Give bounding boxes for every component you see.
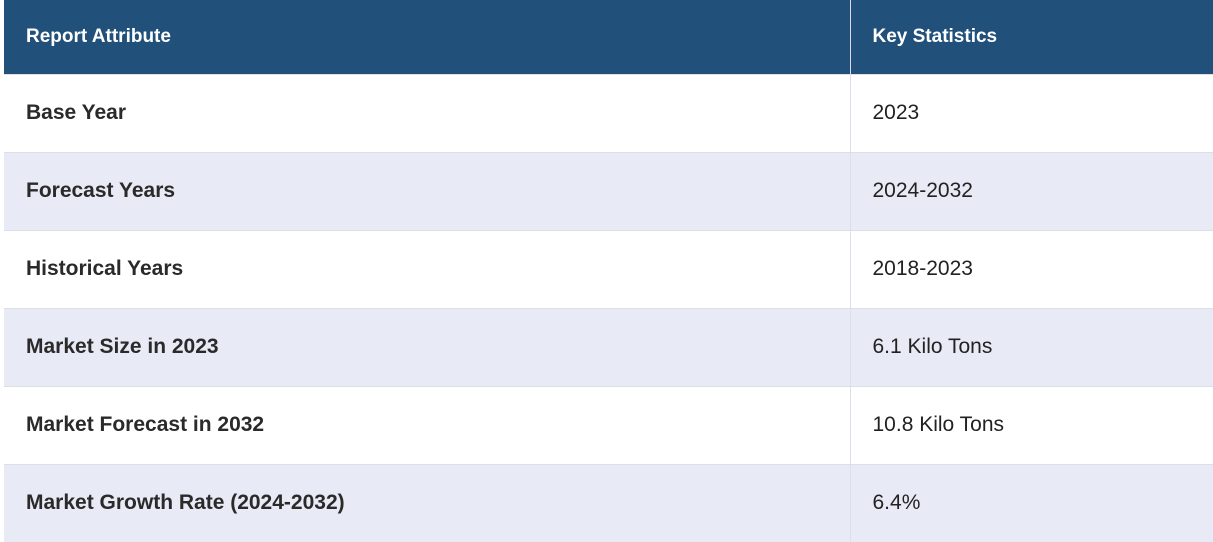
attribute-cell: Market Growth Rate (2024-2032) xyxy=(4,463,851,542)
header-row: Report Attribute Key Statistics xyxy=(4,0,1213,74)
table-row: Market Forecast in 2032 10.8 Kilo Tons xyxy=(4,385,1213,464)
attribute-cell: Historical Years xyxy=(4,229,851,308)
stats-table: Report Attribute Key Statistics Base Year… xyxy=(4,0,1213,542)
table-body: Base Year 2023 Forecast Years 2024-2032 Hist… xyxy=(4,73,1213,542)
table-row: Base Year 2023 xyxy=(4,73,1213,152)
header-cell: Key Statistics xyxy=(850,0,1213,74)
value-cell: 6.4% xyxy=(850,463,1213,542)
attribute-cell: Market Forecast in 2032 xyxy=(4,385,851,464)
header-cell: Report Attribute xyxy=(4,0,851,74)
attribute-cell: Forecast Years xyxy=(4,151,851,230)
value-cell: 2018-2023 xyxy=(850,229,1213,308)
table-row: Market Size in 2023 6.1 Kilo Tons xyxy=(4,307,1213,386)
table-row: Historical Years 2018-2023 xyxy=(4,229,1213,308)
table-container: Report Attribute Key Statistics Base Year… xyxy=(4,0,1213,542)
attribute-cell: Market Size in 2023 xyxy=(4,307,851,386)
attribute-cell: Base Year xyxy=(4,73,851,152)
table-header: Report Attribute Key Statistics xyxy=(4,0,1213,74)
value-cell: 6.1 Kilo Tons xyxy=(850,307,1213,386)
table-row: Forecast Years 2024-2032 xyxy=(4,151,1213,230)
table-row: Market Growth Rate (2024-2032) 6.4% xyxy=(4,463,1213,542)
value-cell: 2024-2032 xyxy=(850,151,1213,230)
value-cell: 10.8 Kilo Tons xyxy=(850,385,1213,464)
value-cell: 2023 xyxy=(850,73,1213,152)
